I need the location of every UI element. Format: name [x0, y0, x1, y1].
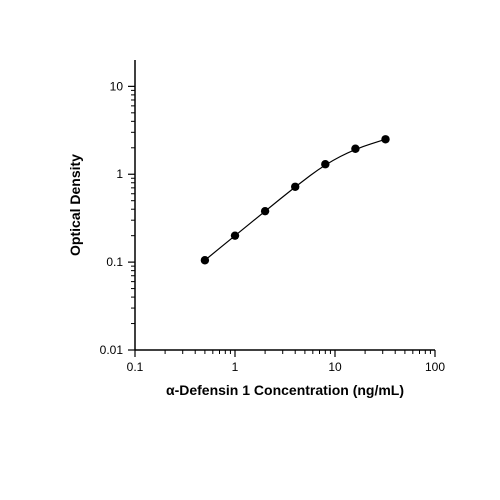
data-point: [291, 183, 299, 191]
data-point: [321, 160, 329, 168]
x-tick-label: 1: [232, 360, 239, 374]
x-axis-label: α-Defensin 1 Concentration (ng/mL): [166, 382, 404, 398]
y-tick-label: 1: [116, 167, 123, 181]
x-tick-label: 0.1: [127, 360, 144, 374]
y-tick-label: 0.1: [106, 255, 123, 269]
data-point: [351, 145, 359, 153]
y-axis-label: Optical Density: [67, 154, 83, 256]
data-point: [231, 231, 239, 239]
data-point: [261, 207, 269, 215]
x-tick-label: 100: [425, 360, 445, 374]
y-tick-label: 0.01: [100, 343, 124, 357]
log-log-chart: 0.11101000.010.1110α-Defensin 1 Concentr…: [0, 0, 500, 500]
y-tick-label: 10: [110, 79, 124, 93]
data-point: [381, 135, 389, 143]
chart-container: 0.11101000.010.1110α-Defensin 1 Concentr…: [0, 0, 500, 500]
x-tick-label: 10: [328, 360, 342, 374]
data-point: [201, 256, 209, 264]
